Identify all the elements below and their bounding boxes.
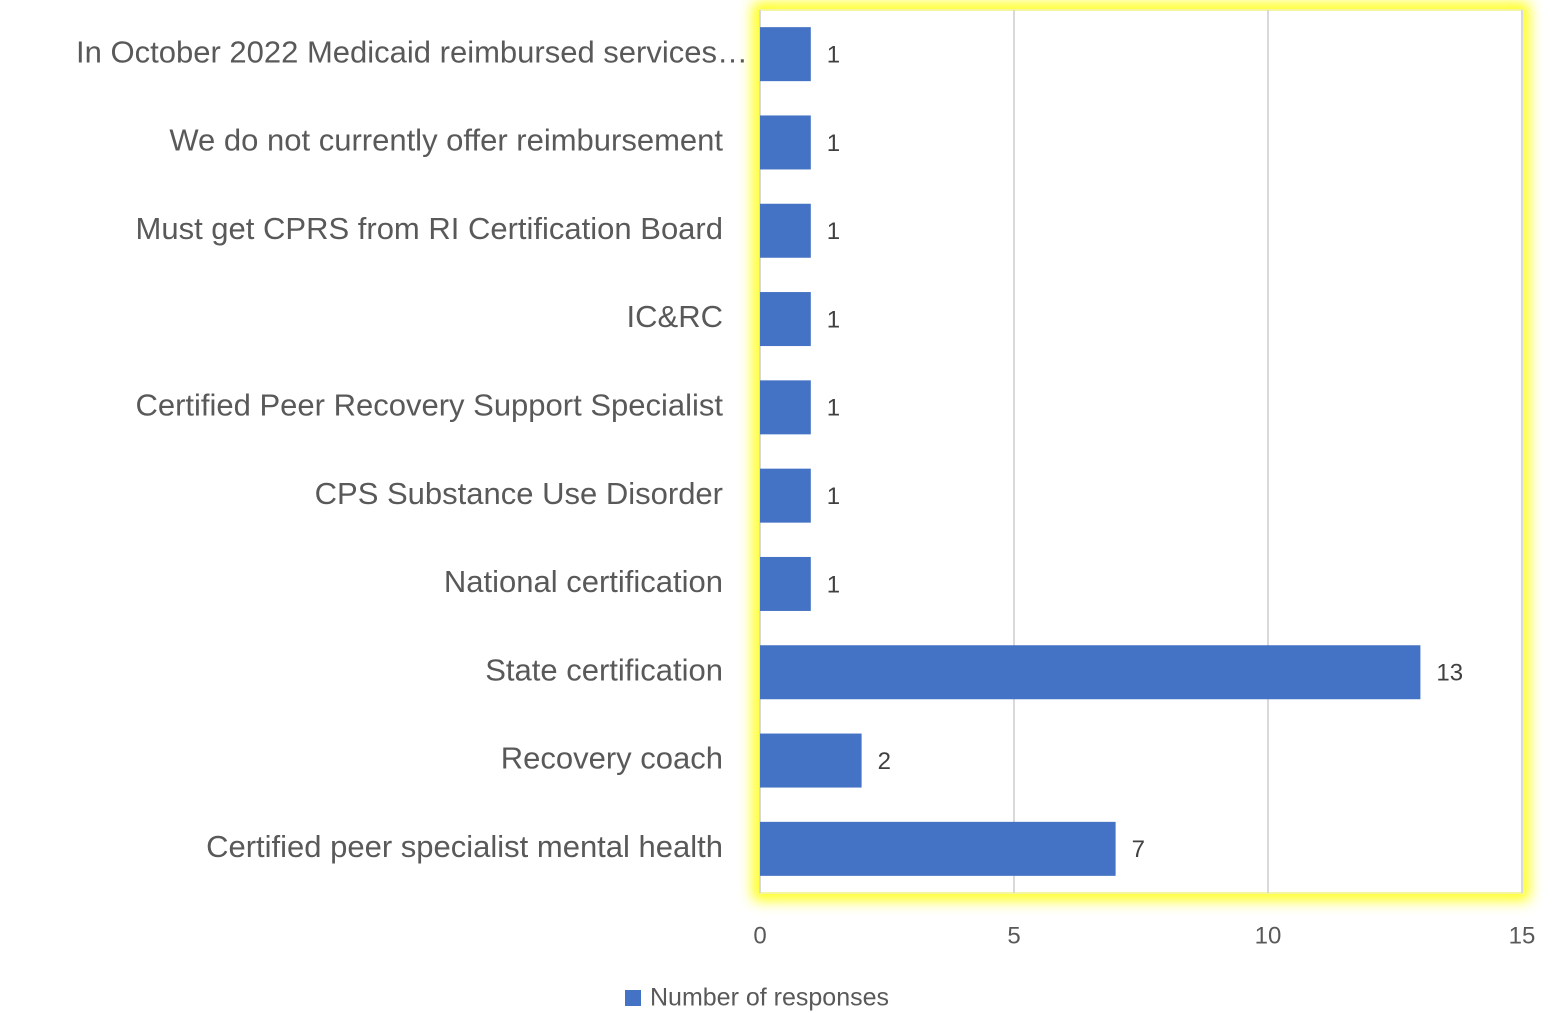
x-tick-label: 0 <box>753 922 766 949</box>
x-tick-label: 15 <box>1509 922 1536 949</box>
y-tick-label: Recovery coach <box>501 741 723 776</box>
bar <box>760 556 811 611</box>
bar <box>760 115 811 170</box>
x-tick-label: 10 <box>1255 922 1282 949</box>
bar <box>760 27 811 82</box>
y-tick-label: IC&RC <box>627 299 723 334</box>
y-tick-label: National certification <box>444 564 723 599</box>
plot-area <box>759 9 1523 894</box>
bar <box>760 645 1421 700</box>
data-label: 1 <box>827 130 840 157</box>
data-label: 1 <box>827 306 840 333</box>
y-tick-label: Certified Peer Recovery Support Speciali… <box>135 388 723 423</box>
bar <box>760 468 811 523</box>
data-label: 1 <box>827 395 840 422</box>
bar <box>760 203 811 258</box>
x-tick-label: 5 <box>1007 922 1020 949</box>
legend-swatch <box>625 990 641 1006</box>
y-tick-label: State certification <box>485 652 723 687</box>
data-label: 1 <box>827 41 840 68</box>
data-label: 7 <box>1132 836 1145 863</box>
data-label: 13 <box>1436 660 1463 687</box>
y-tick-label: CPS Substance Use Disorder <box>315 476 723 511</box>
data-label: 2 <box>878 748 891 775</box>
legend-label: Number of responses <box>650 984 889 1012</box>
bar <box>760 292 811 347</box>
y-tick-label: We do not currently offer reimbursement <box>169 123 723 158</box>
bar <box>760 733 862 788</box>
y-tick-label: In October 2022 Medicaid reimbursed serv… <box>76 34 748 69</box>
bar <box>760 821 1116 876</box>
data-label: 1 <box>827 571 840 598</box>
y-tick-label: Certified peer specialist mental health <box>206 829 723 864</box>
data-label: 1 <box>827 218 840 245</box>
data-label: 1 <box>827 483 840 510</box>
y-tick-label: Must get CPRS from RI Certification Boar… <box>136 211 723 246</box>
bar <box>760 380 811 435</box>
